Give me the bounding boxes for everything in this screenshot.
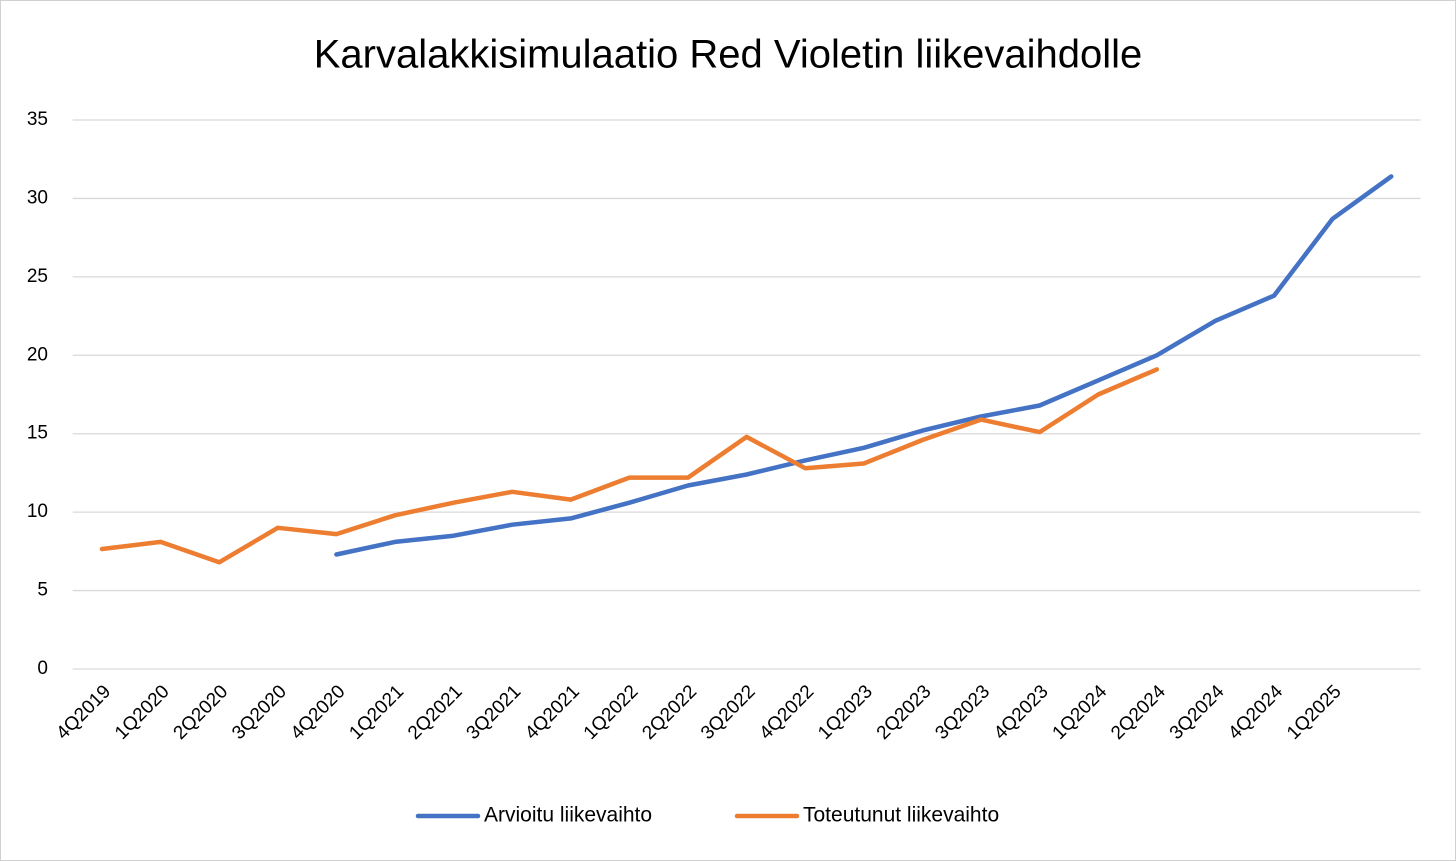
y-tick-label: 30 (27, 187, 48, 208)
chart-title: Karvalakkisimulaatio Red Violetin liikev… (314, 33, 1143, 77)
y-tick-label: 10 (27, 501, 48, 522)
y-tick-label: 35 (27, 109, 48, 130)
y-tick-label: 0 (37, 658, 48, 679)
data-line (99, 367, 1160, 565)
data-line (334, 174, 1394, 557)
y-tick-label: 15 (27, 423, 48, 444)
y-tick-label: 5 (37, 580, 48, 601)
y-tick-label: 20 (27, 344, 48, 365)
y-tick-label: 25 (27, 266, 48, 287)
legend-label: Arvioitu liikevaihto (484, 804, 652, 827)
legend-label: Toteutunut liikevaihto (803, 804, 999, 827)
